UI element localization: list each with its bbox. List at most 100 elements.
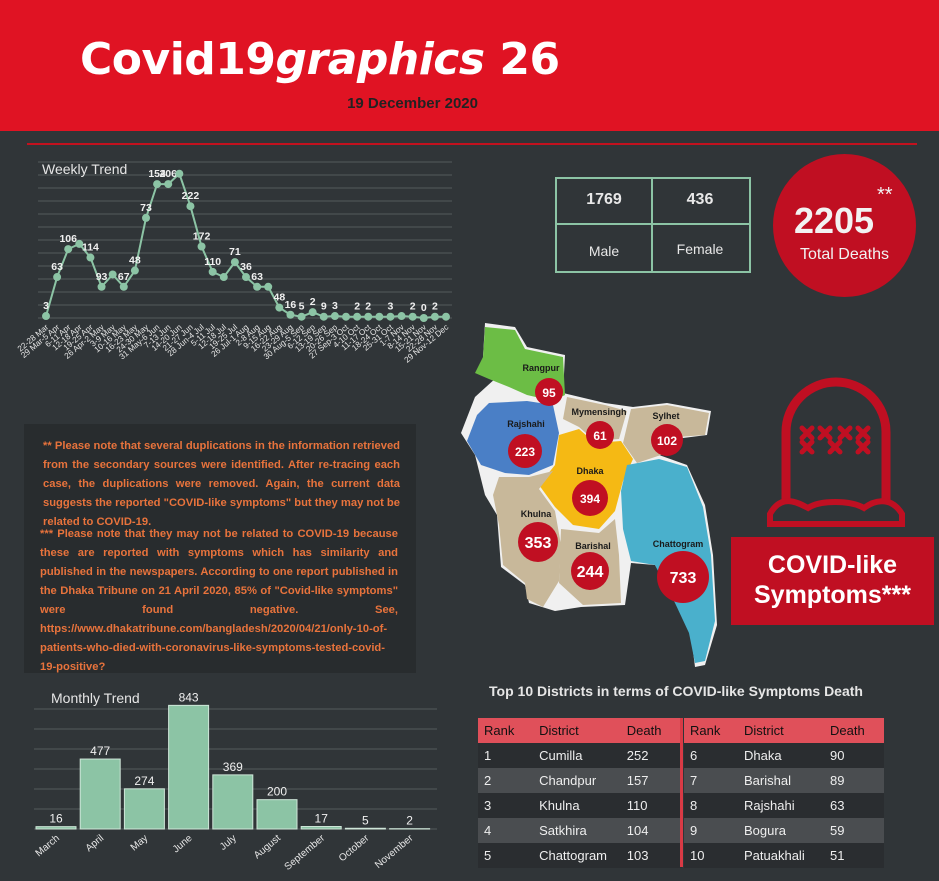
table-row: 6 Dhaka 90	[684, 743, 884, 768]
total-deaths-value: 2205	[793, 200, 875, 241]
table-cell: 8	[684, 793, 738, 818]
map-division-label: Rangpur	[523, 363, 560, 373]
data-label: 2	[310, 296, 316, 308]
table-row: 2 Chandpur 157	[478, 768, 682, 793]
data-point	[42, 312, 50, 321]
bangladesh-division-map: 95 Rangpur 61 Mymensingh 102 Sylhet 223 Rajshah…	[461, 323, 717, 667]
covid-like-symptoms-box: COVID-like Symptoms***	[731, 537, 934, 625]
column-header: Death	[620, 718, 682, 743]
bar	[123, 788, 165, 830]
bar	[344, 827, 386, 830]
table-header-row: Rank District Death	[478, 718, 682, 743]
female-label: Female	[676, 241, 724, 257]
map-division-label: Barishal	[575, 541, 611, 551]
table-cell: Khulna	[533, 793, 621, 818]
data-label: 93	[96, 271, 108, 283]
bar	[256, 799, 298, 830]
data-label: 5	[299, 301, 305, 313]
bar-value-label: 843	[179, 690, 199, 704]
top-districts-title: Top 10 Districts in terms of COVID-like …	[489, 683, 863, 699]
data-point	[397, 312, 406, 321]
map-bubble	[572, 480, 608, 516]
table-cell: Cumilla	[533, 743, 621, 768]
data-label: 154	[148, 168, 166, 180]
data-point	[208, 267, 217, 276]
table-cell: 104	[620, 818, 682, 843]
bar	[168, 704, 210, 830]
monthly-trend-chart: 16 March 477 April 274 May 843 June 369 July 200 Au…	[34, 690, 437, 873]
map-bubble	[651, 424, 683, 456]
bar-value-label: 5	[362, 813, 369, 827]
title-italic: graphics	[275, 34, 486, 85]
female-value: 436	[686, 191, 714, 208]
total-deaths-marker: **	[877, 184, 893, 206]
male-value: 1769	[586, 191, 622, 208]
data-point	[186, 202, 195, 211]
bar-value-label: 274	[134, 774, 154, 788]
table-cell: Satkhira	[533, 818, 621, 843]
table-row: 9 Bogura 59	[684, 818, 884, 843]
data-point	[253, 282, 262, 291]
title-number: 26	[484, 34, 560, 85]
data-label: 73	[140, 202, 152, 214]
table-cell: Patuakhali	[738, 843, 824, 868]
table-row: 7 Barishal 89	[684, 768, 884, 793]
map-region-dhaka	[539, 429, 633, 529]
data-point	[386, 312, 395, 321]
table-cell: Dhaka	[738, 743, 824, 768]
table-row: 10 Patuakhali 51	[684, 843, 884, 868]
data-point	[230, 258, 239, 267]
table-row: 1 Cumilla 252	[478, 743, 682, 768]
section-divider	[27, 143, 917, 145]
map-division-label: Khulna	[521, 509, 552, 519]
map-division-label: Dhaka	[576, 466, 604, 476]
data-label: 2	[432, 301, 438, 313]
map-bubble	[571, 552, 609, 590]
table-row: 4 Satkhira 104	[478, 818, 682, 843]
bar-value-label: 16	[49, 812, 63, 826]
data-point	[164, 180, 173, 189]
bar-value-label: 17	[315, 812, 329, 826]
total-deaths-badge: 2205 ** Total Deaths	[773, 154, 916, 297]
table-row: 5 Chattogram 103	[478, 843, 682, 868]
column-header: Death	[824, 718, 884, 743]
data-label: 222	[182, 190, 200, 202]
data-point	[353, 312, 362, 321]
table-cell: Chattogram	[533, 843, 621, 868]
table-row: 3 Khulna 110	[478, 793, 682, 818]
covid-like-symptoms-label: COVID-like Symptoms***	[754, 551, 911, 609]
x-tick-label: March	[34, 833, 62, 859]
data-point	[142, 213, 150, 222]
data-label: 3	[43, 300, 49, 312]
table-cell: 157	[620, 768, 682, 793]
map-division-label: Mymensingh	[571, 407, 626, 417]
data-label: 172	[193, 231, 211, 243]
data-point	[153, 180, 162, 189]
map-bubble-value: 353	[525, 535, 552, 552]
x-tick-label: April	[84, 833, 106, 854]
data-point	[64, 245, 73, 254]
table-cell: 6	[684, 743, 738, 768]
table-cell: 59	[824, 818, 884, 843]
table-divider	[680, 718, 683, 867]
map-division-label: Rajshahi	[507, 419, 545, 429]
data-label: 110	[204, 256, 221, 268]
header-banner: Covid19graphics 26 19 December 2020	[0, 0, 939, 131]
data-point	[97, 282, 106, 291]
x-tick-label: May	[129, 833, 151, 854]
data-label: 3	[388, 301, 394, 313]
data-point	[86, 253, 95, 262]
data-point	[408, 312, 417, 321]
table-cell: 110	[620, 793, 682, 818]
table-cell: 89	[824, 768, 884, 793]
data-point	[219, 273, 228, 282]
bar	[212, 774, 254, 830]
bar	[79, 758, 121, 830]
x-tick-label: November	[373, 832, 416, 871]
weekly-trend-line	[45, 171, 446, 320]
map-bubble-value: 223	[515, 445, 535, 459]
map-bubble	[535, 378, 563, 406]
data-point	[53, 273, 62, 282]
table-cell: Bogura	[738, 818, 824, 843]
data-point	[364, 312, 373, 321]
